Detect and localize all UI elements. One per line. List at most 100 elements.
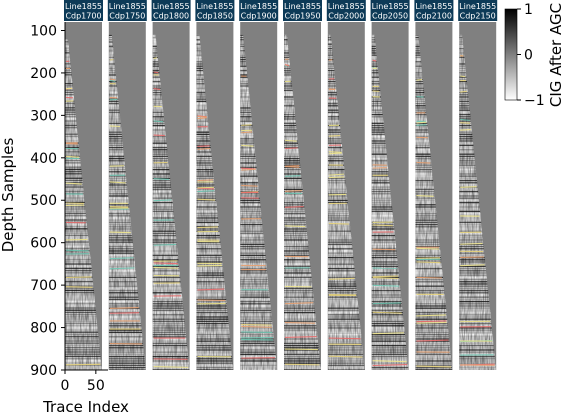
panel-header [195, 0, 235, 21]
horizon-pick [284, 302, 314, 305]
horizon-pick [372, 364, 408, 367]
panel-header [239, 0, 279, 21]
panel-header [283, 0, 322, 21]
panel-cdp-label: Cdp1800 [153, 12, 189, 21]
horizon-pick [284, 147, 298, 150]
y-tick-label: 300 [30, 108, 57, 124]
y-tick-label: 800 [30, 321, 57, 337]
panel-cdp-label: Cdp1700 [65, 12, 101, 21]
horizon-pick [153, 87, 161, 90]
horizon-pick [197, 187, 214, 190]
y-tick-label: 600 [30, 236, 57, 252]
horizon-pick [153, 71, 159, 74]
horizon-pick [416, 321, 447, 324]
horizon-pick [416, 320, 447, 323]
horizon-pick [372, 302, 401, 305]
panel-cdp-label: Cdp2050 [372, 12, 408, 21]
horizon-pick [153, 57, 158, 60]
panel-cdp-label: Cdp1750 [109, 12, 145, 21]
horizon-pick [460, 186, 477, 188]
horizon-pick [65, 142, 78, 145]
panel-line-label: Line1855 [153, 2, 190, 11]
horizon-pick [153, 266, 179, 269]
horizon-pick [65, 363, 101, 366]
panel-header [64, 0, 103, 21]
horizon-pick [328, 176, 345, 179]
horizon-pick [284, 321, 316, 324]
x-axis-label: Trace Index [42, 398, 129, 416]
horizon-pick [109, 257, 134, 260]
panel-header [458, 0, 498, 21]
y-axis: 100 200 300 400 500 600 700 800 900 Depth Sample… [0, 22, 66, 379]
horizon-pick [416, 261, 441, 264]
panel-cdp-label: Cdp2000 [328, 12, 364, 21]
panel-cdp-label: Cdp2150 [460, 12, 496, 21]
horizon-pick [416, 314, 446, 317]
colorbar-gradient [504, 8, 518, 101]
horizon-pick [197, 299, 226, 301]
horizon-pick [460, 122, 471, 124]
horizon-pick [460, 75, 466, 78]
horizon-pick [197, 147, 211, 150]
horizon-pick [416, 247, 440, 250]
horizon-pick [416, 276, 443, 279]
panel-line-label: Line1855 [284, 2, 321, 11]
horizon-pick [416, 121, 427, 124]
horizon-pick [328, 355, 363, 358]
panel-line-label: Line1855 [415, 2, 452, 11]
horizon-pick [109, 267, 135, 270]
gather-panels: Line1855Cdp1700Line1855Cdp1750Line1855Cd… [64, 0, 498, 370]
horizon-pick [416, 194, 434, 197]
horizon-pick [241, 331, 273, 334]
panel-line-label: Line1855 [65, 2, 102, 11]
horizon-pick [241, 144, 254, 147]
horizon-pick [109, 79, 116, 82]
panel-line-label: Line1855 [109, 2, 146, 11]
horizon-pick [241, 124, 252, 126]
horizon-pick [241, 168, 256, 171]
x-tick-label: 50 [87, 378, 105, 394]
horizon-pick [284, 335, 317, 338]
panel-line-label: Line1855 [328, 2, 365, 11]
horizon-pick [109, 181, 126, 184]
horizon-pick [372, 275, 399, 278]
horizon-pick [416, 79, 423, 81]
horizon-pick [284, 206, 304, 208]
panel-cdp-label: Cdp2100 [416, 12, 452, 21]
horizon-pick [416, 161, 431, 164]
horizon-pick [416, 365, 452, 368]
horizon-pick [284, 225, 306, 228]
horizon-pick [328, 152, 342, 155]
horizon-pick [197, 179, 214, 182]
horizon-pick [153, 243, 176, 246]
horizon-pick [284, 190, 302, 192]
colorbar-label: CIG After AGC [547, 3, 565, 107]
colorbar-tick-label: 1 [524, 2, 533, 18]
horizon-pick [328, 337, 361, 340]
horizon-pick [328, 173, 345, 176]
horizon-pick [197, 117, 207, 120]
horizon-pick [65, 182, 82, 185]
horizon-pick [241, 184, 258, 187]
panel-line-label: Line1855 [372, 2, 409, 11]
horizon-pick [197, 115, 207, 118]
horizon-pick [153, 199, 172, 202]
horizon-pick [284, 64, 290, 67]
horizon-pick [65, 249, 89, 252]
panel-header [414, 0, 454, 21]
horizon-pick [416, 124, 427, 126]
horizon-pick [109, 312, 140, 314]
horizon-pick [460, 264, 485, 267]
horizon-pick [109, 231, 131, 234]
y-tick-label: 500 [30, 193, 57, 209]
horizon-pick [284, 139, 297, 142]
